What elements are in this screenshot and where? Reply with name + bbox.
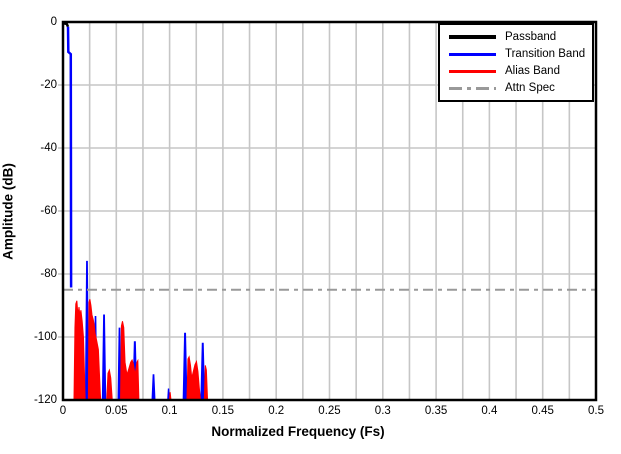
y-tick-label: 0 (50, 15, 57, 28)
x-tick-label: 0.3 (374, 405, 391, 417)
x-tick-label: 0.4 (481, 405, 498, 417)
legend-label: Attn Spec (505, 81, 555, 94)
transition-band-line-sample-icon (449, 52, 496, 56)
legend-label: Alias Band (505, 64, 560, 77)
legend-item-alias-band: Alias Band (449, 63, 592, 80)
x-tick-label: 0.35 (424, 405, 448, 417)
attn-spec-line-sample-icon (449, 86, 496, 90)
y-tick-label: -80 (40, 267, 57, 280)
y-tick-label: -40 (40, 141, 57, 154)
legend-item-transition-band: Transition Band (449, 46, 592, 63)
legend-item-attn-spec: Attn Spec (449, 80, 592, 97)
x-tick-label: 0.2 (268, 405, 285, 417)
passband-line-sample-icon (449, 35, 496, 39)
x-tick-label: 0.15 (211, 405, 235, 417)
x-tick-label: 0.25 (318, 405, 341, 417)
y-tick-label: -20 (40, 78, 57, 91)
x-tick-label: 0.1 (161, 405, 178, 417)
y-tick-label: -100 (33, 330, 57, 343)
alias-band-line-sample-icon (449, 69, 496, 73)
y-axis-title: Amplitude (dB) (0, 163, 16, 260)
legend-item-passband: Passband (449, 29, 592, 46)
legend-label: Passband (505, 30, 557, 43)
x-tick-label: 0.5 (588, 405, 604, 417)
y-tick-label: -120 (33, 393, 57, 406)
x-axis-title: Normalized Frequency (Fs) (211, 424, 385, 439)
x-tick-label: 0 (59, 405, 67, 417)
legend: Passband Transition Band Alias Band Attn… (438, 23, 594, 102)
x-tick-label: 0.45 (531, 405, 554, 417)
legend-label: Transition Band (505, 47, 586, 60)
x-tick-label: 0.05 (105, 405, 128, 417)
y-tick-label: -60 (40, 204, 57, 217)
